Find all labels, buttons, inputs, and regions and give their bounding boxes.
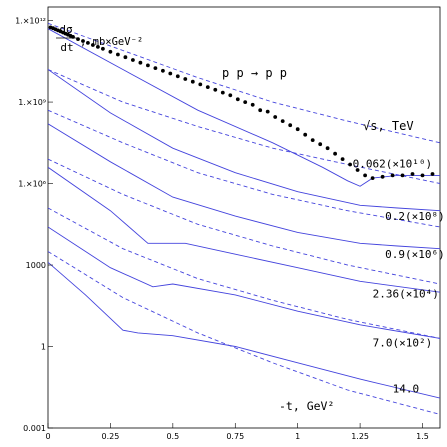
ylabel-numerator: dσ [59,23,73,36]
energy-label: 2.36(×10⁴) [373,288,439,301]
data-point [190,79,195,84]
data-point [108,49,113,54]
series-line-9-solid [48,226,440,339]
y-tick-label: 1.×10⁶ [18,180,46,189]
x-tick-label: 0 [45,432,50,441]
data-point [123,55,128,60]
data-point [420,173,425,178]
data-point [101,46,105,51]
x-tick-label: 1.5 [416,432,429,441]
ylabel-denominator: dt [60,41,73,54]
data-point [265,109,270,114]
y-tick-label: 1000 [26,261,46,270]
series-line-2-dashed [48,22,440,144]
x-tick-label: 1 [295,432,300,441]
data-point [220,90,225,95]
data-point [243,100,248,104]
data-point [86,41,90,45]
data-point [295,127,300,132]
ylabel-unit: , mb×GeV⁻² [80,36,143,48]
data-point [131,58,135,62]
data-point [161,68,165,73]
data-point [175,74,180,79]
series-line-6-dashed [48,109,440,228]
data-point [380,174,385,179]
data-point [370,176,375,181]
data-point [168,71,173,76]
x-axis-ticks: 0 0.25 0.5 0.75 1 1.25 1.5 [45,423,429,441]
curves-group [48,22,440,415]
energy-labels: 0.062(×10¹⁰) 0.2(×10⁸) 0.9(×10⁶) 2.36(×10⁴)… [353,157,445,395]
data-point [146,63,150,68]
energy-label: 0.2(×10⁸) [385,210,445,223]
energy-label: 0.062(×10¹⁰) [353,157,432,170]
data-point [205,85,210,89]
data-point [310,138,315,143]
data-point [340,157,345,162]
x-tick-label: 0.75 [226,432,244,441]
data-point [198,82,203,87]
y-tick-label: 1.×10⁹ [18,98,46,107]
series-line-10-dashed [48,207,440,339]
data-point [410,172,415,176]
series-line-7-solid [48,166,440,293]
series-line-5-solid [48,123,440,250]
data-point [430,172,435,176]
data-point [250,102,255,107]
y-tick-label: 1.×10¹² [15,17,46,26]
series-line-11-solid [48,261,440,399]
series-line-12-dashed [48,251,440,415]
x-tick-label: 0.5 [166,432,179,441]
data-point [96,45,100,49]
data-point [81,39,85,43]
energy-label: 0.9(×10⁶) [385,248,445,261]
data-point [318,142,323,147]
data-point [91,43,95,47]
y-axis-ticks: 1.×10¹² 1.×10⁹ 1.×10⁶ 1000 1 0.001 [15,17,53,433]
data-point [258,108,263,113]
data-point [303,132,308,137]
series-line-4-dashed [48,69,440,184]
data-point [153,66,158,70]
data-point [273,115,278,119]
data-point [138,60,143,65]
data-point [355,168,360,172]
data-point [235,97,240,102]
data-point [325,146,330,151]
data-point [280,119,285,123]
data-point [228,93,233,98]
energy-label: 7.0(×10²) [373,337,433,350]
energy-header: √s, TeV [363,119,414,133]
series-line-3-solid [48,69,440,212]
data-point [348,162,352,167]
data-point [116,52,120,57]
xlabel: -t, GeV² [279,399,334,413]
x-tick-label: 0.25 [102,432,120,441]
x-tick-label: 1.25 [351,432,369,441]
data-point [363,173,367,178]
data-point [400,173,405,178]
data-point [288,123,293,128]
y-tick-label: 0.001 [23,424,46,433]
data-point [390,173,395,178]
data-point [213,87,218,92]
y-tick-label: 1 [41,343,46,352]
energy-label: 14.0 [393,383,420,396]
data-point [333,151,337,156]
data-point [183,77,188,81]
series-line-1-solid [48,28,440,187]
plot-frame [47,6,441,429]
process-label: p p → p p [222,66,287,80]
